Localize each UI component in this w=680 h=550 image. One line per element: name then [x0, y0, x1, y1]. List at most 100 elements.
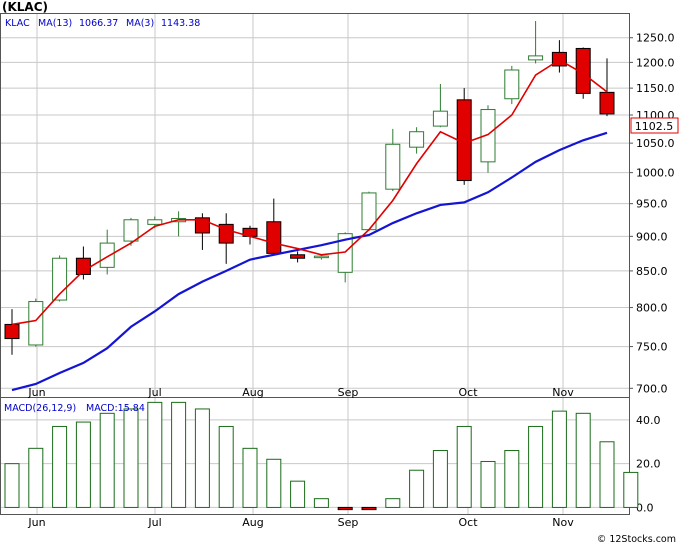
macd-bar	[432, 450, 448, 508]
last-price-box	[630, 117, 679, 134]
candle	[266, 198, 282, 256]
price-month-label: Nov	[552, 386, 574, 399]
macd-bar	[337, 506, 353, 511]
macd-month-label: Sep	[338, 516, 359, 529]
candle	[432, 83, 448, 128]
price-tick-label: 1250.0	[636, 32, 675, 45]
price-tick-label: 900.0	[636, 230, 668, 243]
candle-body	[313, 255, 329, 259]
price-month-label: Jun	[27, 386, 45, 399]
price-panel-frame	[0, 13, 630, 398]
macd-bar	[599, 441, 615, 508]
candle-body	[28, 301, 44, 346]
macd-bar	[75, 421, 91, 508]
macd-bar	[194, 408, 210, 508]
price-y-axis: 700.0 750.0 800.0 850.0 900.0 950.0 1000.0 1050…	[629, 32, 675, 395]
price-month-label: Oct	[458, 386, 478, 399]
macd-tick-label: 20.0	[636, 458, 661, 471]
price-tick-label: 1000.0	[636, 167, 675, 180]
macd-bar	[218, 425, 234, 508]
candle	[504, 65, 520, 105]
macd-bar	[409, 469, 425, 508]
legend-ma13-value: 1066.37	[79, 18, 118, 29]
macd-bar	[551, 410, 567, 508]
candle	[290, 251, 306, 263]
candle	[456, 88, 472, 185]
candle	[599, 58, 615, 117]
candle	[385, 128, 401, 192]
macd-bar	[480, 460, 496, 508]
macd-bars	[4, 401, 639, 511]
macd-month-label: Nov	[552, 516, 574, 529]
candle-body	[123, 219, 139, 242]
macd-value-label: MACD:15.84	[86, 403, 145, 414]
ma3-line	[11, 58, 608, 326]
macd-tick-label: 40.0	[636, 414, 661, 427]
candle	[480, 105, 496, 173]
macd-tick-label: 0.0	[636, 501, 654, 514]
macd-bar	[99, 412, 115, 508]
candle-body	[528, 55, 544, 61]
macd-bar	[361, 506, 377, 511]
macd-bar	[504, 450, 520, 508]
candle	[528, 21, 544, 64]
candle-body	[266, 221, 282, 254]
candle	[218, 213, 234, 264]
candle	[75, 246, 91, 280]
candle	[361, 191, 377, 231]
candle-body	[504, 69, 520, 100]
macd-bar	[123, 408, 139, 508]
price-tick-label: 700.0	[636, 382, 668, 395]
macd-month-label: Aug	[242, 516, 263, 529]
macd-bar	[147, 401, 163, 508]
macd-month-label: Jun	[27, 516, 45, 529]
macd-month-label: Jul	[147, 516, 161, 529]
macd-bar	[28, 447, 44, 508]
price-month-label: Sep	[338, 386, 359, 399]
price-tick-label: 850.0	[636, 265, 668, 278]
candle	[28, 298, 44, 347]
macd-bar	[385, 498, 401, 508]
candle-body	[409, 131, 425, 148]
watermark: © 12Stocks.com	[597, 534, 676, 545]
price-tick-label: 950.0	[636, 198, 668, 211]
macd-month-label: Oct	[458, 516, 478, 529]
price-month-label: Aug	[242, 386, 263, 399]
macd-bar	[266, 458, 282, 508]
last-price-label: 1102.5	[635, 120, 674, 133]
x-axis-labels: Jun Jun Jul Jul Aug Aug Sep Sep Oct Oct Nov Nov	[27, 386, 574, 529]
macd-bar	[290, 480, 306, 508]
candle-body	[575, 47, 591, 94]
macd-bar	[52, 425, 68, 508]
ma13-line	[11, 131, 608, 392]
macd-bar	[171, 401, 187, 508]
macd-label: MACD(26,12,9)	[4, 403, 76, 414]
macd-bar	[242, 447, 258, 508]
legend-ma3-value: 1143.38	[161, 18, 200, 29]
macd-bar	[4, 463, 20, 508]
legend-ma3-label: MA(3)	[126, 18, 154, 29]
candle-body	[385, 143, 401, 190]
chart-title: (KLAC)	[2, 0, 48, 14]
price-tick-label: 1050.0	[636, 137, 675, 150]
macd-bar	[313, 498, 329, 508]
candle	[99, 229, 115, 275]
legend-ma13-label: MA(13)	[38, 18, 72, 29]
macd-bar	[575, 412, 591, 508]
candle-body	[432, 110, 448, 127]
legend-symbol: KLAC	[5, 18, 30, 29]
candles	[4, 21, 615, 355]
candle	[409, 127, 425, 154]
price-tick-label: 1200.0	[636, 56, 675, 69]
candle-body	[99, 242, 115, 268]
price-tick-label: 1150.0	[636, 82, 675, 95]
moving-averages	[11, 58, 608, 392]
candle-body	[75, 257, 91, 275]
macd-bar	[623, 471, 639, 508]
candle	[123, 217, 139, 246]
candle-body	[599, 91, 615, 115]
macd-bar	[528, 425, 544, 508]
candle-body	[147, 219, 163, 225]
